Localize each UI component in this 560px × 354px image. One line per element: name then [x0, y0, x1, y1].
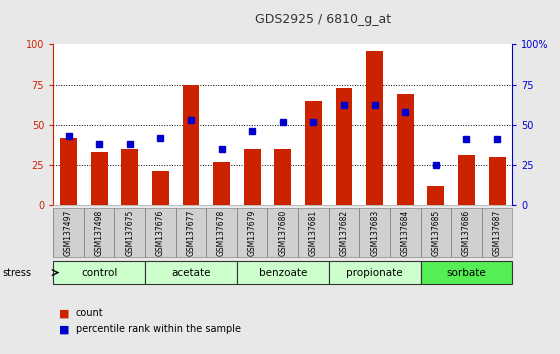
Bar	[298, 208, 329, 257]
Bar	[244, 149, 260, 205]
Text: propionate: propionate	[346, 268, 403, 278]
Text: GSM137681: GSM137681	[309, 210, 318, 256]
Bar	[152, 171, 169, 205]
Bar	[421, 208, 451, 257]
Text: ■: ■	[59, 308, 69, 318]
Text: ■: ■	[59, 324, 69, 334]
Bar	[335, 88, 352, 205]
Bar	[397, 94, 414, 205]
Text: GSM137679: GSM137679	[248, 210, 256, 256]
Text: GSM137677: GSM137677	[186, 210, 195, 256]
Bar	[53, 261, 145, 284]
Bar	[482, 208, 512, 257]
Text: GSM137675: GSM137675	[125, 210, 134, 256]
Bar	[360, 208, 390, 257]
Text: GSM137683: GSM137683	[370, 210, 379, 256]
Bar	[329, 261, 421, 284]
Bar	[53, 208, 84, 257]
Text: stress: stress	[3, 268, 32, 278]
Bar	[305, 101, 322, 205]
Text: GSM137684: GSM137684	[401, 210, 410, 256]
Bar	[237, 208, 268, 257]
Text: GSM137497: GSM137497	[64, 210, 73, 256]
Text: sorbate: sorbate	[447, 268, 486, 278]
Text: GSM137682: GSM137682	[339, 210, 348, 256]
Text: GSM137687: GSM137687	[493, 210, 502, 256]
Text: count: count	[76, 308, 103, 318]
Bar	[176, 208, 206, 257]
Text: control: control	[81, 268, 117, 278]
Bar	[84, 208, 114, 257]
Bar	[213, 162, 230, 205]
Text: GSM137678: GSM137678	[217, 210, 226, 256]
Bar	[489, 157, 506, 205]
Text: GSM137676: GSM137676	[156, 210, 165, 256]
Text: percentile rank within the sample: percentile rank within the sample	[76, 324, 241, 334]
Bar	[268, 208, 298, 257]
Bar	[274, 149, 291, 205]
Bar	[458, 155, 475, 205]
Bar	[145, 261, 237, 284]
Bar	[91, 152, 108, 205]
Bar	[329, 208, 360, 257]
Bar	[390, 208, 421, 257]
Text: GSM137498: GSM137498	[95, 210, 104, 256]
Bar	[366, 51, 383, 205]
Bar	[427, 186, 444, 205]
Bar	[421, 261, 512, 284]
Bar	[122, 149, 138, 205]
Bar	[114, 208, 145, 257]
Bar	[60, 138, 77, 205]
Text: GSM137685: GSM137685	[431, 210, 440, 256]
Bar	[145, 208, 176, 257]
Text: GSM137680: GSM137680	[278, 210, 287, 256]
Text: GSM137686: GSM137686	[462, 210, 471, 256]
Bar	[206, 208, 237, 257]
Bar	[237, 261, 329, 284]
Text: acetate: acetate	[171, 268, 211, 278]
Text: benzoate: benzoate	[259, 268, 307, 278]
Bar	[451, 208, 482, 257]
Bar	[183, 85, 199, 205]
Text: GDS2925 / 6810_g_at: GDS2925 / 6810_g_at	[255, 13, 391, 26]
